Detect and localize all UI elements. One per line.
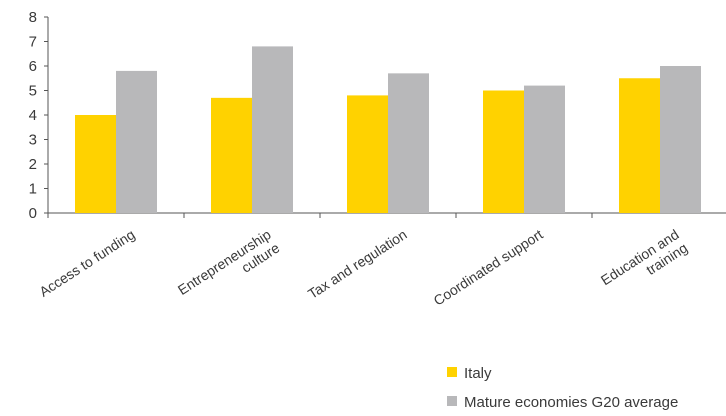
legend: Italy Mature economies G20 average (447, 365, 678, 411)
y-tick-label: 8 (29, 9, 37, 26)
legend-label: Italy (464, 365, 492, 382)
x-axis (47, 212, 726, 218)
y-tick-label: 5 (29, 83, 37, 100)
bar-italy-4 (619, 78, 660, 213)
category-label-line: Coordinated support (431, 226, 546, 309)
legend-swatch (447, 396, 457, 406)
legend-label: Mature economies G20 average (464, 394, 678, 411)
bar-italy-3 (483, 90, 524, 213)
bar-italy-2 (347, 95, 388, 213)
bar-g20-average-4 (660, 66, 701, 213)
bar-g20-average-3 (524, 85, 565, 213)
category-label: Coordinated support (431, 226, 546, 309)
category-label: Entrepreneurshipculture (175, 226, 283, 311)
bar-italy-0 (75, 115, 116, 213)
y-tick-label: 6 (29, 58, 37, 75)
category-label: Access to funding (36, 226, 137, 300)
category-label-line: Access to funding (36, 226, 137, 300)
bars (75, 46, 701, 214)
y-tick-label: 1 (29, 181, 37, 198)
bar-g20-average-2 (388, 73, 429, 213)
category-label-line: Tax and regulation (305, 226, 410, 302)
y-tick-label: 3 (29, 132, 37, 149)
category-label: Education andtraining (598, 226, 691, 302)
y-tick-label: 2 (29, 156, 37, 173)
bar-italy-1 (211, 97, 252, 213)
y-tick-label: 4 (29, 107, 37, 124)
category-labels: Access to funding Entrepreneurshipculture… (36, 226, 691, 311)
legend-swatch (447, 367, 457, 377)
bar-g20-average-1 (252, 46, 293, 214)
category-label: Tax and regulation (305, 226, 410, 302)
bar-g20-average-0 (116, 70, 157, 214)
y-tick-label: 7 (29, 34, 37, 51)
y-axis: 0 1 2 3 4 5 6 7 8 (29, 9, 49, 222)
y-tick-label: 0 (29, 205, 37, 222)
